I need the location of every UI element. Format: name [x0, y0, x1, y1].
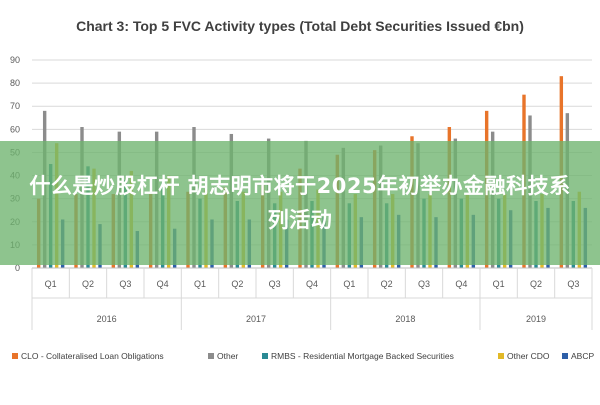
x-tick-label: Q4: [306, 279, 318, 289]
legend-entry: Other: [217, 351, 238, 361]
year-label: 2019: [526, 314, 546, 324]
x-tick-label: Q2: [381, 279, 393, 289]
legend-entry: RMBS - Residential Mortgage Backed Secur…: [271, 351, 454, 361]
year-label: 2016: [97, 314, 117, 324]
x-tick-label: Q3: [269, 279, 281, 289]
y-tick-label: 60: [10, 124, 20, 134]
x-tick-label: Q2: [530, 279, 542, 289]
overlay-banner-text[interactable]: 什么是炒股杠杆 胡志明市将于2025年初举办金融科技系列活动: [29, 174, 571, 232]
legend-entry: Other CDO: [507, 351, 550, 361]
x-tick-label: Q2: [82, 279, 94, 289]
x-tick-label: Q2: [231, 279, 243, 289]
x-tick-label: Q1: [194, 279, 206, 289]
year-label: 2017: [246, 314, 266, 324]
x-tick-label: Q4: [157, 279, 169, 289]
x-tick-label: Q1: [493, 279, 505, 289]
chart-title: Chart 3: Top 5 FVC Activity types (Total…: [76, 18, 524, 34]
x-tick-label: Q3: [418, 279, 430, 289]
y-tick-label: 90: [10, 55, 20, 65]
legend-swatch: [12, 353, 18, 359]
y-tick-label: 80: [10, 78, 20, 88]
overlay-banner[interactable]: 什么是炒股杠杆 胡志明市将于2025年初举办金融科技系列活动: [0, 141, 600, 265]
x-tick-label: Q3: [119, 279, 131, 289]
y-tick-label: 0: [15, 263, 20, 273]
legend-swatch: [262, 353, 268, 359]
legend-entry: CLO - Collateralised Loan Obligations: [21, 351, 164, 361]
legend-swatch: [208, 353, 214, 359]
x-tick-label: Q1: [343, 279, 355, 289]
x-tick-label: Q1: [45, 279, 57, 289]
legend-swatch: [562, 353, 568, 359]
y-tick-label: 70: [10, 101, 20, 111]
legend-entry: ABCP: [571, 351, 594, 361]
x-tick-label: Q4: [455, 279, 467, 289]
legend-swatch: [498, 353, 504, 359]
year-label: 2018: [395, 314, 415, 324]
x-tick-label: Q3: [567, 279, 579, 289]
